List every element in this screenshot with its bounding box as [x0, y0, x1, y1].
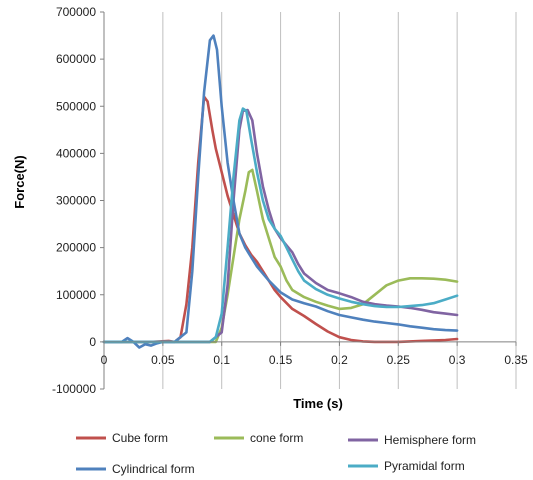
legend: Cube form cone form Hemisphere form Cylindr…: [76, 431, 476, 476]
x-tick-label: 0.35: [504, 353, 528, 367]
series-line-3: [102, 34, 459, 349]
legend-item: Cube form: [76, 431, 168, 445]
y-tick-labels: -100000 0 100000 200000 300000 400000 500000 60…: [52, 5, 104, 396]
legend-item: Pyramidal form: [348, 459, 465, 473]
legend-label: Cube form: [112, 431, 168, 445]
series-line-1: [102, 168, 459, 344]
y-tick-label: 200000: [56, 241, 96, 255]
x-tick-label: 0.25: [387, 353, 411, 367]
vertical-gridlines: [162, 12, 517, 389]
x-tick-labels: 0 0.05 0.1 0.15 0.2 0.25 0.3 0.35: [101, 341, 528, 367]
y-tick-label: 600000: [56, 52, 96, 66]
y-tick-label: 0: [89, 335, 96, 349]
y-tick-label: -100000: [52, 382, 96, 396]
y-tick-label: 100000: [56, 288, 96, 302]
x-axis-title: Time (s): [293, 396, 343, 411]
series-lines: [102, 34, 459, 349]
legend-label: Pyramidal form: [384, 459, 465, 473]
x-tick-label: 0.3: [449, 353, 466, 367]
y-axis-title: Force(N): [12, 155, 27, 208]
y-tick-label: 500000: [56, 99, 96, 113]
y-tick-label: 700000: [56, 5, 96, 19]
legend-label: cone form: [250, 431, 303, 445]
x-tick-label: 0.15: [269, 353, 293, 367]
y-tick-label: 300000: [56, 194, 96, 208]
x-tick-label: 0.1: [213, 353, 230, 367]
x-tick-label: 0.05: [151, 353, 175, 367]
legend-label: Cylindrical form: [112, 462, 195, 476]
legend-item: Hemisphere form: [348, 433, 476, 447]
legend-item: cone form: [214, 431, 303, 445]
y-tick-label: 400000: [56, 146, 96, 160]
legend-item: Cylindrical form: [76, 462, 195, 476]
legend-label: Hemisphere form: [384, 433, 476, 447]
x-tick-label: 0: [101, 353, 108, 367]
series-line-4: [102, 107, 459, 344]
x-tick-label: 0.2: [331, 353, 348, 367]
